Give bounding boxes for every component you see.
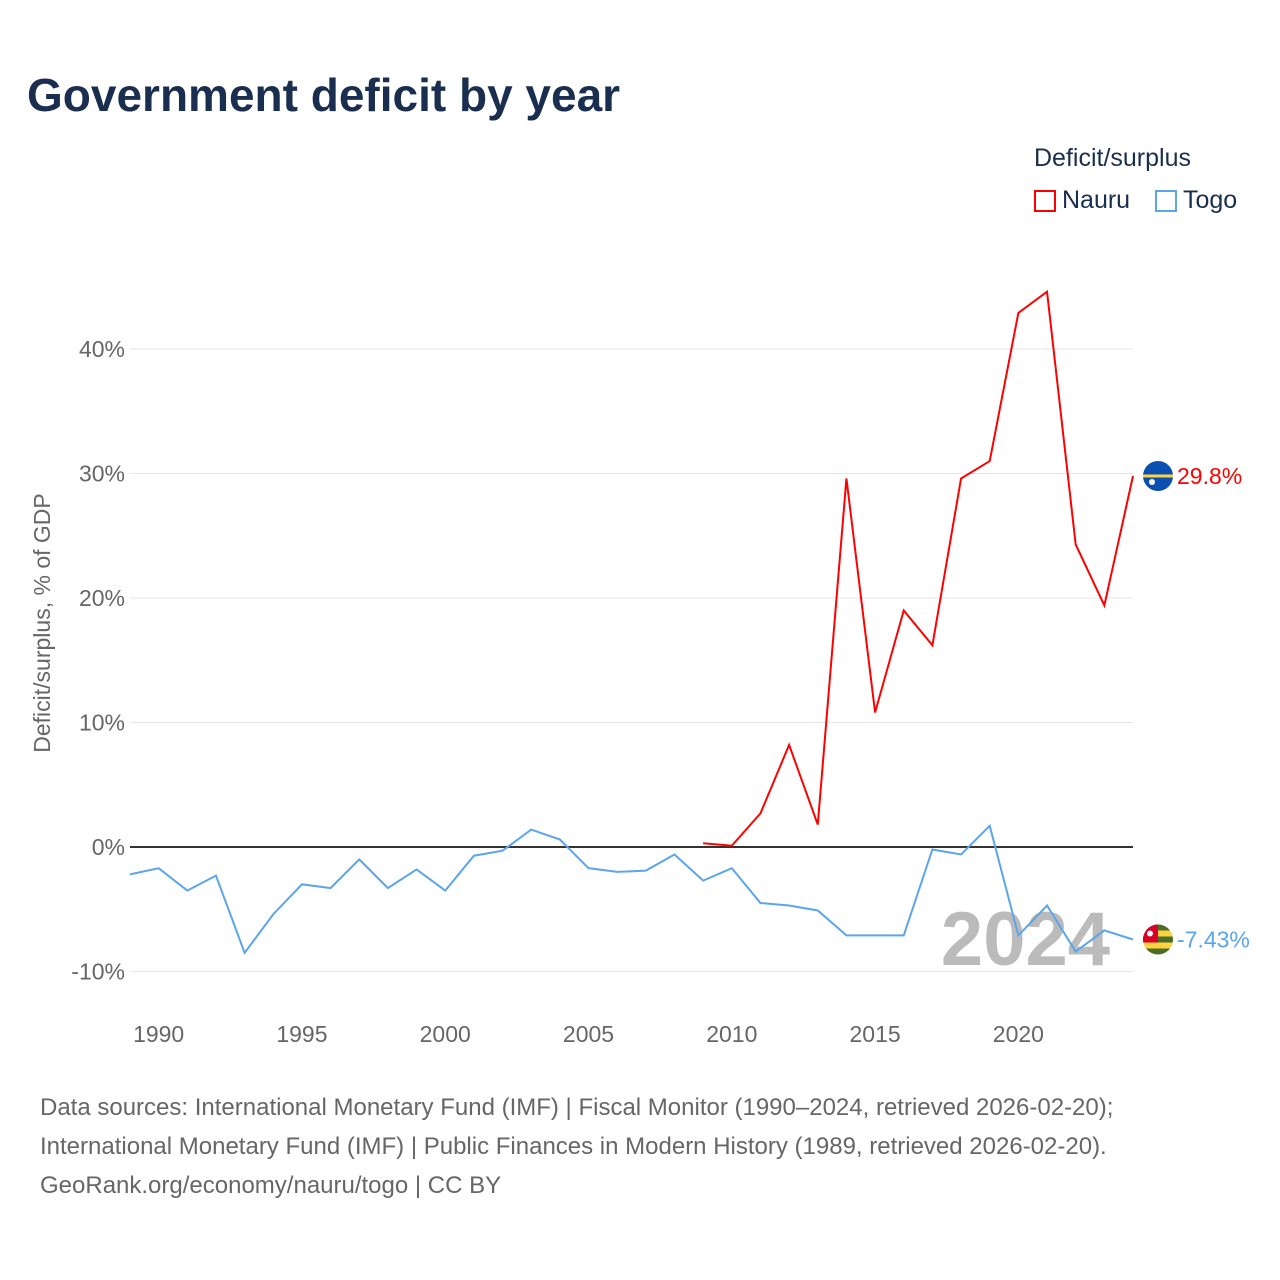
legend-label: Nauru [1062,186,1131,214]
y-tick-label: -10% [71,959,125,985]
y-tick-label: 0% [92,834,125,860]
x-tick-label: 2010 [706,1021,757,1047]
x-tick-label: 2020 [993,1021,1044,1047]
source-line: Data sources: International Monetary Fun… [40,1094,1114,1121]
x-tick-label: 2005 [563,1021,614,1047]
series-line-togo [129,823,1134,955]
legend-item-nauru[interactable]: Nauru [1034,186,1130,215]
source-link[interactable]: GeoRank.org/economy/nauru/togo | CC BY [40,1172,502,1199]
end-value-label: 29.8% [1177,463,1242,489]
flag-togo-icon [1143,924,1173,955]
footer-sources: Data sources: International Monetary Fun… [40,1088,1113,1205]
y-tick-label: 40% [79,336,125,362]
y-tick-label: 20% [79,585,125,611]
x-tick-label: 2000 [420,1021,471,1047]
end-value-label: -7.43% [1177,927,1250,953]
x-tick-label: 1990 [133,1021,184,1047]
y-tick-label: 10% [79,710,125,736]
legend-swatch [1034,189,1056,212]
year-watermark: 2024 [941,897,1110,982]
legend-item-togo[interactable]: Togo [1155,186,1237,215]
legend-swatch [1155,189,1177,212]
flag-nauru-icon [1143,460,1173,491]
source-line: International Monetary Fund (IMF) | Publ… [40,1133,1107,1160]
series-line-nauru [703,289,1134,847]
y-axis-label: Deficit/surplus, % of GDP [29,493,55,752]
legend-title: Deficit/surplus [1034,144,1191,172]
chart-title: Government deficit by year [27,69,621,121]
x-tick-label: 1995 [276,1021,327,1047]
legend-label: Togo [1183,186,1238,214]
y-tick-label: 30% [79,461,125,487]
x-tick-label: 2015 [849,1021,900,1047]
